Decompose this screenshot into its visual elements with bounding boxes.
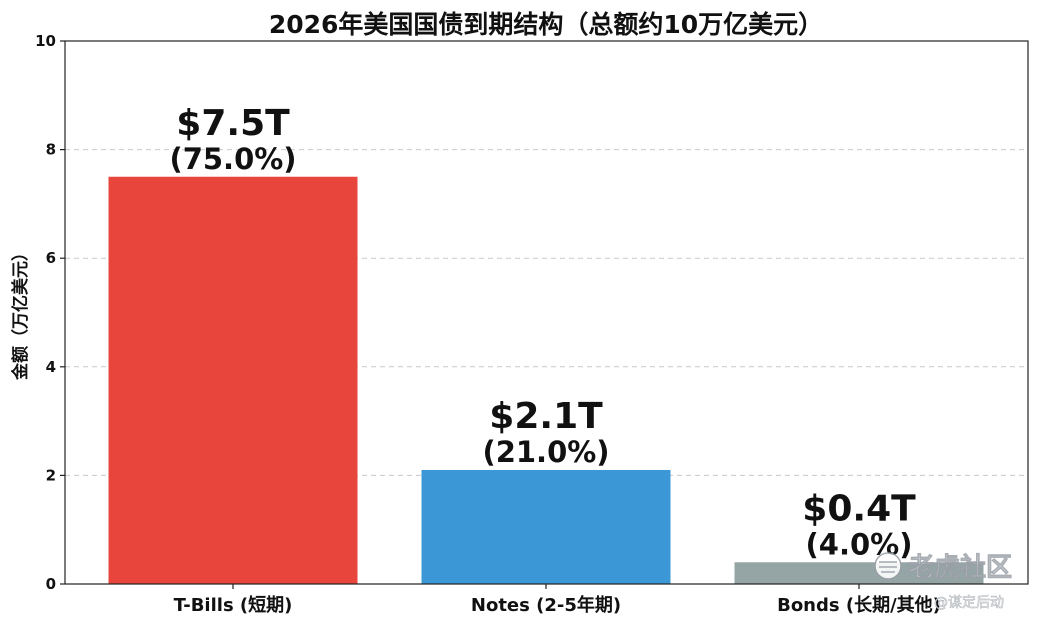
chart-title: 2026年美国国债到期结构（总额约10万亿美元） — [269, 10, 823, 39]
y-tick-label: 6 — [46, 249, 56, 267]
y-tick-label: 0 — [46, 575, 56, 593]
bar-percent-label: (75.0%) — [169, 142, 296, 176]
bar-3 — [734, 562, 984, 584]
y-tick-label: 4 — [46, 358, 56, 376]
x-axis-ticks: T-Bills (短期) Notes (2-5年期) Bonds (长期/其他) — [174, 584, 941, 616]
x-tick-label: Notes (2-5年期) — [471, 594, 621, 616]
x-tick-label: T-Bills (短期) — [174, 594, 293, 616]
y-tick-label: 8 — [46, 141, 56, 159]
x-tick-label: Bonds (长期/其他) — [777, 594, 941, 616]
y-axis-label: 金额（万亿美元） — [10, 244, 31, 381]
bar-2 — [421, 469, 671, 584]
bar-percent-label: (21.0%) — [482, 435, 609, 469]
bar-value-label: $0.4T — [802, 488, 916, 529]
bar-1 — [108, 176, 358, 584]
y-tick-label: 10 — [35, 32, 56, 50]
watermark: 老虎社区 @谋定后动 — [874, 552, 1012, 611]
watermark-brand: 老虎社区 — [908, 552, 1012, 583]
bar-labels: (75.0%)$7.5T(21.0%)$2.1T(4.0%)$0.4T — [169, 103, 916, 562]
y-tick-label: 2 — [46, 466, 56, 484]
y-axis-ticks: 0 2 4 6 8 10 — [35, 32, 65, 593]
bars — [108, 176, 984, 584]
watermark-logo-stripes — [879, 561, 897, 573]
watermark-logo-icon — [874, 552, 902, 580]
bar-value-label: $2.1T — [489, 396, 603, 437]
bar-value-label: $7.5T — [176, 103, 290, 144]
watermark-author: @谋定后动 — [934, 595, 1004, 611]
